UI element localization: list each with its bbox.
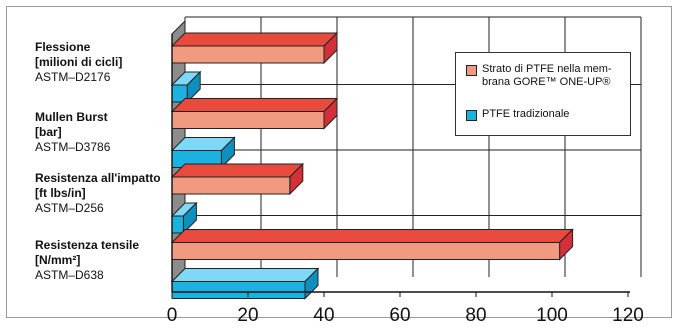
legend-swatch-series-1 [466, 110, 477, 121]
category-label-2: Resistenza all'impatto [ft lbs/in] ASTM–… [35, 171, 161, 215]
bar-top-s0-c2 [170, 163, 305, 178]
bar-top-s1-c3 [170, 268, 320, 282]
x-tick-label-2: 40 [313, 305, 334, 326]
category-label-0: Flessione [milioni di cicli] ASTM–D2176 [35, 40, 123, 84]
bar-s0-c1 [171, 111, 325, 129]
bar-s0-c3 [171, 242, 561, 260]
bar-s0-c2 [171, 176, 291, 195]
bar-top-s0-c1 [170, 98, 339, 112]
x-tick-label-5: 100 [536, 305, 568, 326]
category-label-1: Mullen Burst [bar] ASTM–D3786 [35, 110, 111, 154]
x-tick-label-4: 80 [465, 305, 486, 326]
x-tick-label-1: 20 [237, 305, 258, 326]
x-tick-label-3: 60 [389, 305, 410, 326]
bar-top-s0-c0 [170, 32, 339, 47]
chart-legend: Strato di PTFE nella mem- brana GORE™ ON… [455, 52, 631, 136]
category-label-3: Resistenza tensile [N/mm²] ASTM–D638 [35, 238, 140, 282]
legend-label-series-1: PTFE tradizionale [482, 108, 570, 120]
bar-s1-c2 [171, 215, 184, 234]
legend-item-series-1: PTFE tradizionale [466, 108, 622, 121]
legend-swatch-series-0 [466, 65, 477, 76]
bar-s0-c0 [171, 45, 325, 64]
legend-label-series-0-line1: Strato di PTFE nella mem- [482, 63, 612, 75]
bar-s1-c3 [171, 281, 306, 299]
bar-top-s0-c3 [170, 229, 574, 243]
x-tick-label-0: 0 [167, 305, 178, 326]
legend-label-series-0-line2: brana GORE™ ONE-UP® [482, 76, 611, 88]
x-tick-label-6: 120 [612, 305, 644, 326]
legend-item-series-0: Strato di PTFE nella mem- brana GORE™ ON… [466, 63, 622, 89]
